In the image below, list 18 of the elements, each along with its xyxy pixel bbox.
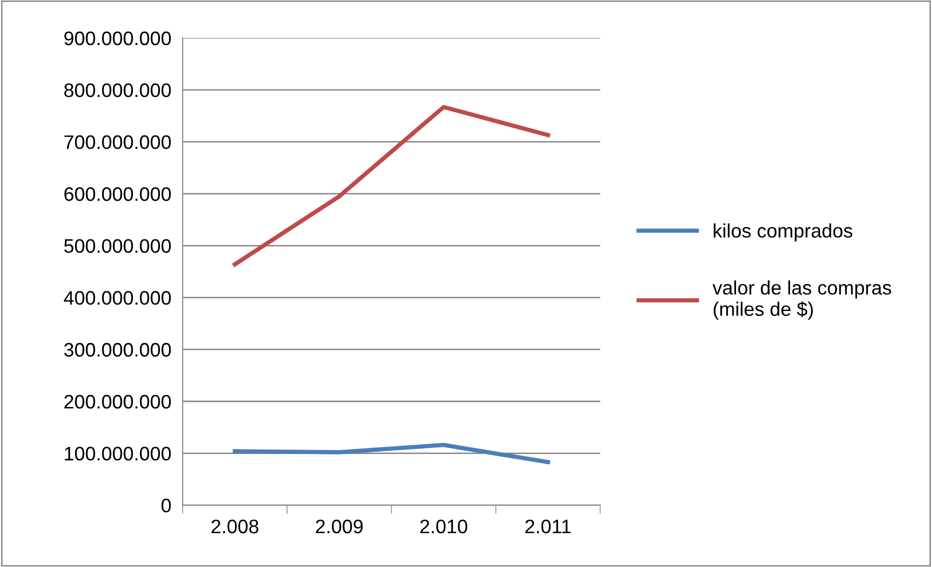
y-tick-label: 800.000.000 <box>64 83 171 98</box>
y-tick-label: 900.000.000 <box>64 31 171 46</box>
x-tick-label: 2.008 <box>212 520 258 534</box>
legend-label: kilos comprados <box>714 223 852 242</box>
y-tick-label: 100.000.000 <box>64 446 171 461</box>
y-tick-label: 500.000.000 <box>64 239 171 253</box>
legend-label: valor de las compras (miles de $) <box>712 280 892 320</box>
y-tick-label: 0 <box>162 498 171 512</box>
x-tick-label: 2.009 <box>316 520 363 534</box>
line-series <box>232 104 550 266</box>
y-tick-label: 200.000.000 <box>64 394 171 409</box>
y-tick-label: 300.000.000 <box>64 342 171 357</box>
y-tick-label: 600.000.000 <box>64 187 171 201</box>
x-tick-label: 2.011 <box>525 520 571 534</box>
line-series <box>232 442 550 464</box>
y-tick-label: 400.000.000 <box>64 291 171 305</box>
y-tick-label: 700.000.000 <box>64 135 171 150</box>
x-tick-label: 2.010 <box>420 520 468 534</box>
